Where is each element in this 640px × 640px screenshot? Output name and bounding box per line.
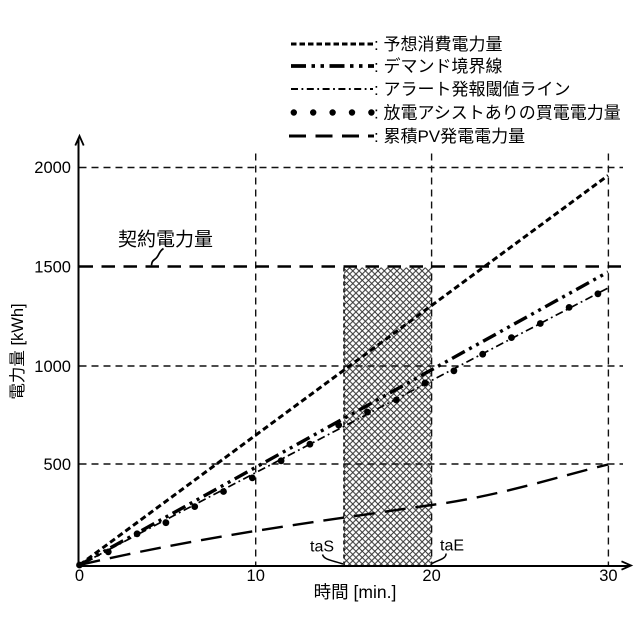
svg-text:: 放電アシストありの買電電力量: : 放電アシストありの買電電力量 — [374, 104, 621, 123]
svg-text:taE: taE — [440, 538, 464, 555]
svg-text:時間 [min.]: 時間 [min.] — [314, 582, 397, 602]
svg-text:0: 0 — [75, 567, 84, 585]
svg-text:契約電力量: 契約電力量 — [118, 229, 213, 251]
svg-text:taS: taS — [310, 539, 334, 556]
svg-text:20: 20 — [422, 567, 440, 585]
svg-text:電力量 [kWh]: 電力量 [kWh] — [8, 303, 27, 399]
svg-text:: アラート発報閾値ライン: : アラート発報閾値ライン — [374, 80, 570, 99]
svg-text:10: 10 — [247, 567, 265, 585]
svg-text:500: 500 — [43, 456, 71, 474]
svg-text:1000: 1000 — [34, 358, 71, 376]
svg-text:: 累積PV発電電力量: : 累積PV発電電力量 — [374, 127, 525, 146]
svg-text:: デマンド境界線: : デマンド境界線 — [374, 56, 502, 76]
svg-text:30: 30 — [599, 567, 617, 585]
svg-text:1500: 1500 — [34, 259, 71, 277]
svg-text:: 予想消費電力量: : 予想消費電力量 — [374, 35, 502, 54]
svg-text:2000: 2000 — [34, 159, 71, 177]
